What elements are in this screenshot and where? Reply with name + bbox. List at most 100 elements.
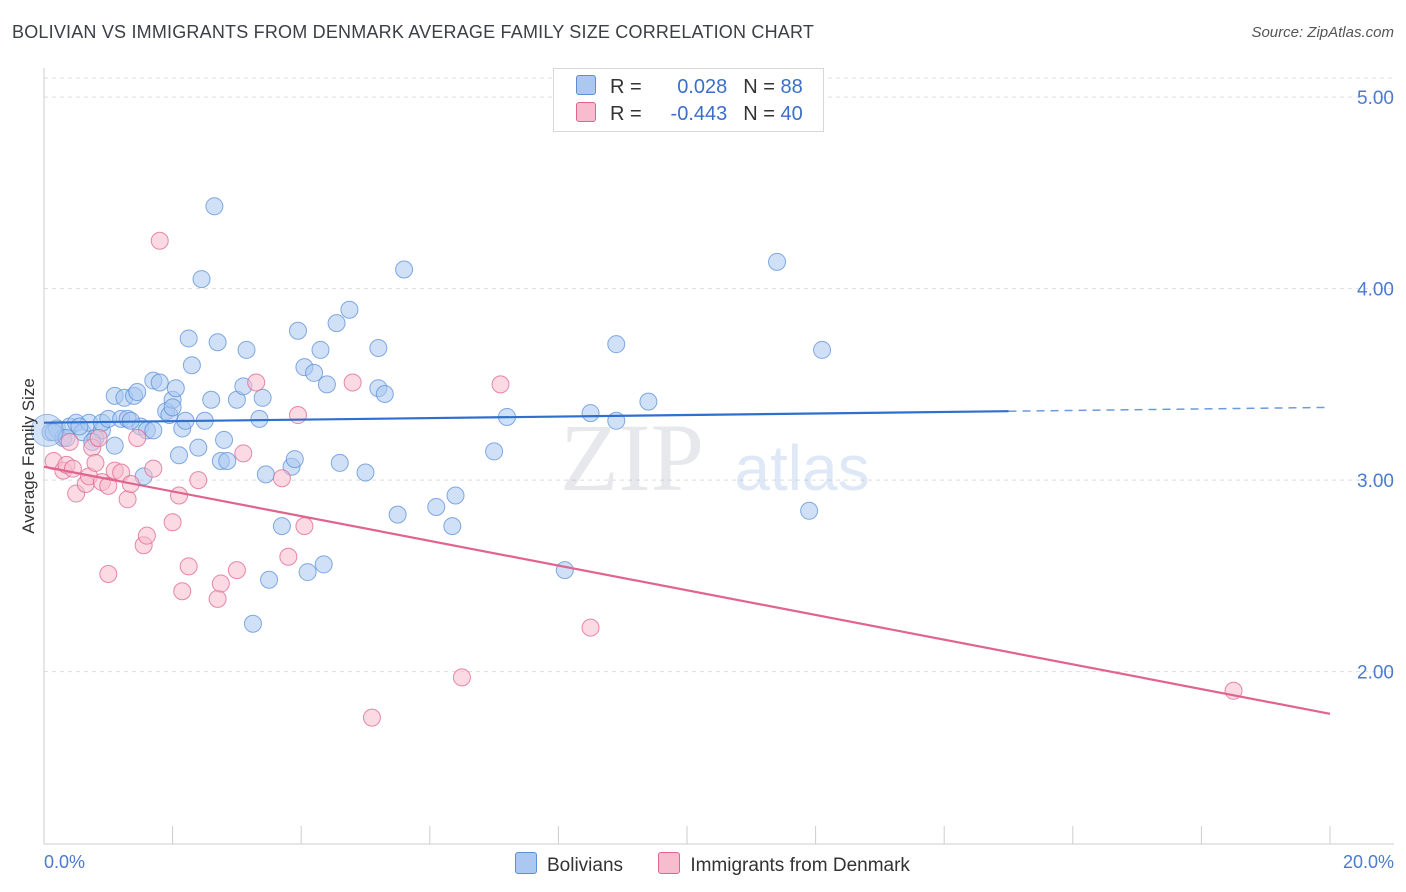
point-denmark (234, 444, 253, 463)
point-denmark (63, 459, 82, 478)
correlation-legend: R = 0.028 N = 88 R = -0.443 N = 40 (553, 68, 824, 132)
legend-n-value: 40 (780, 103, 803, 125)
axes (43, 68, 1394, 845)
point-bolivian (182, 356, 201, 375)
series-legend-bolivians: Bolivians (515, 852, 623, 877)
legend-swatch-blue (515, 852, 537, 874)
legend-n-value: 88 (780, 76, 803, 98)
point-denmark (60, 432, 79, 451)
point-bolivian (170, 446, 189, 465)
point-bolivian (388, 505, 407, 524)
point-bolivian (369, 339, 388, 358)
point-bolivian (314, 555, 333, 574)
point-bolivian (607, 335, 626, 354)
point-bolivian (70, 417, 89, 436)
watermark: ZIP atlas (560, 404, 870, 511)
point-denmark (163, 513, 182, 532)
point-denmark (137, 526, 156, 545)
point-bolivian (272, 517, 291, 536)
point-bolivian (298, 563, 317, 582)
legend-n-label: N = (743, 103, 775, 125)
trend-line-denmark (43, 465, 1331, 715)
point-denmark (272, 469, 291, 488)
point-bolivian (813, 340, 832, 359)
y-tick-label: 5.00 (1357, 88, 1394, 109)
point-bolivian (253, 388, 272, 407)
point-bolivian (317, 375, 336, 394)
point-denmark (452, 668, 471, 687)
point-bolivian (395, 260, 414, 279)
point-denmark (343, 373, 362, 392)
point-denmark (247, 373, 266, 392)
watermark-zip: ZIP (560, 404, 704, 511)
legend-swatch-pink (576, 102, 596, 122)
legend-row-denmark: R = -0.443 N = 40 (576, 102, 803, 128)
point-denmark (581, 618, 600, 637)
point-bolivian (800, 501, 819, 520)
point-bolivian (218, 452, 237, 470)
gridlines (44, 77, 1394, 673)
point-denmark (118, 490, 137, 509)
trend-line-bolivians (43, 410, 1009, 424)
point-bolivian (305, 363, 324, 382)
point-bolivian (288, 321, 307, 340)
point-bolivian (166, 379, 185, 398)
point-bolivian (446, 486, 465, 505)
series-legend: Bolivians Immigrants from Denmark (515, 852, 940, 877)
point-bolivian (128, 383, 147, 402)
point-bolivian (250, 409, 269, 428)
point-denmark (144, 459, 163, 478)
trend-line-bolivians-extension (1008, 406, 1331, 412)
point-denmark (99, 476, 118, 495)
point-bolivian (375, 384, 394, 403)
watermark-atlas: atlas (734, 432, 869, 504)
point-denmark (150, 231, 169, 250)
point-bolivian (215, 430, 234, 449)
legend-r-value: -0.443 (670, 103, 728, 125)
point-denmark (279, 547, 298, 566)
point-bolivian (330, 453, 349, 472)
point-bolivian (256, 465, 275, 484)
point-denmark (99, 564, 118, 583)
point-bolivian (768, 252, 787, 271)
point-denmark (89, 429, 108, 448)
point-bolivian (485, 442, 504, 461)
point-bolivian (260, 570, 279, 589)
point-denmark (173, 582, 192, 601)
point-bolivian (189, 438, 208, 457)
point-bolivian (327, 314, 346, 333)
point-bolivian (340, 300, 359, 319)
y-tick-label: 2.00 (1357, 663, 1394, 684)
x-tick-label-max: 20.0% (1343, 852, 1394, 872)
point-bolivian (179, 329, 198, 348)
point-denmark (211, 574, 230, 593)
y-tick-labels: 2.00 3.00 4.00 5.00 (1357, 88, 1394, 684)
point-bolivian (311, 340, 330, 359)
point-denmark (86, 453, 105, 472)
point-bolivian (163, 398, 182, 417)
y-tick-label: 3.00 (1357, 471, 1394, 492)
series-legend-denmark: Immigrants from Denmark (658, 852, 910, 877)
chart-title: BOLIVIAN VS IMMIGRANTS FROM DENMARK AVER… (12, 22, 815, 42)
scatter-points (30, 197, 1243, 727)
legend-n-label: N = (743, 76, 775, 98)
point-bolivian (581, 404, 600, 423)
point-bolivian (639, 392, 658, 411)
point-bolivian (105, 436, 124, 455)
x-tick-label-min: 0.0% (44, 852, 85, 872)
point-bolivian (237, 340, 256, 359)
legend-r-value: 0.028 (677, 76, 728, 98)
point-bolivian (205, 197, 224, 216)
point-bolivian (427, 497, 446, 516)
point-denmark (170, 486, 189, 505)
legend-r-label: R = (610, 103, 642, 125)
point-denmark (491, 375, 510, 394)
y-tick-label: 4.00 (1357, 280, 1394, 301)
point-denmark (288, 406, 307, 425)
legend-r-label: R = (610, 76, 642, 98)
point-bolivian (144, 421, 163, 440)
point-denmark (189, 471, 208, 490)
point-bolivian (285, 450, 304, 469)
chart-source: Source: ZipAtlas.com (1251, 24, 1394, 41)
